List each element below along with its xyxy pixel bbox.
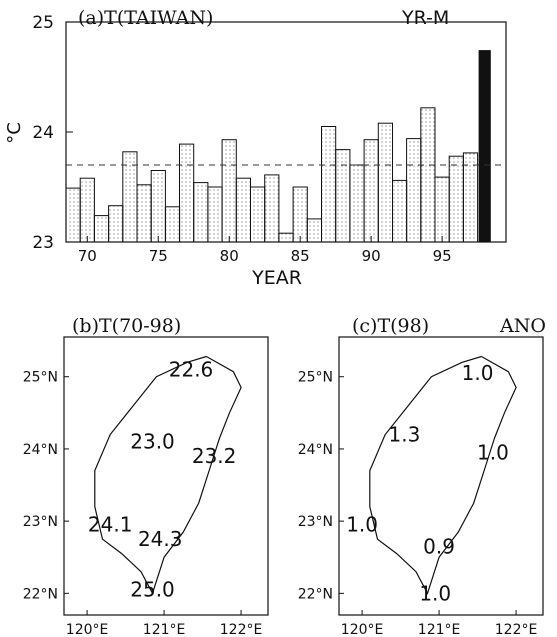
bar (108, 205, 124, 243)
bar (420, 107, 436, 243)
lat-tick-label: 24°N (23, 442, 58, 458)
bar (150, 170, 166, 243)
taiwan-coastline (94, 355, 242, 595)
lat-tick-label: 24°N (298, 442, 333, 458)
highlight-bar (478, 50, 491, 243)
lat-tick-label: 23°N (23, 514, 58, 530)
value-label: 1.0 (419, 581, 451, 605)
panel-c-map: 120°E 121°E 122°E25°N24°N23°N22°N 1.01.31.… (298, 315, 546, 637)
panel-b-title: (b)T(70-98) (72, 315, 181, 337)
bar (136, 184, 152, 243)
panel-a-xlabel: YEAR (251, 267, 302, 289)
bar (65, 187, 81, 243)
panel-b-frame (63, 336, 269, 616)
x-tick-label: 80 (220, 247, 239, 265)
x-tick-label: 75 (149, 247, 168, 265)
bar (235, 177, 252, 243)
bar (434, 176, 450, 243)
value-label: 23.0 (130, 430, 175, 454)
bar (207, 186, 223, 243)
bar (264, 174, 280, 243)
bar (448, 155, 464, 243)
bar (250, 186, 266, 243)
panel-a-x-ticks: 70 75 80 85 90 95 (78, 236, 452, 265)
lon-tick-label: 122°E (495, 622, 538, 637)
panel-b-value-labels: 22.6 23.0 23.2 24.124.3 25.0 (88, 357, 236, 601)
lat-tick-label: 25°N (23, 370, 58, 386)
lon-tick-label: 121°E (418, 622, 461, 637)
panel-c-annotation: ANO (499, 315, 546, 337)
bar (292, 186, 308, 243)
y-tick-label: 23 (32, 233, 54, 253)
bar (321, 126, 337, 243)
panel-c-frame (338, 336, 544, 616)
lat-tick-label: 23°N (298, 514, 333, 530)
panel-a-title: (a)T(TAIWAN) (78, 7, 213, 29)
bar (462, 152, 479, 243)
y-tick-label: 24 (32, 123, 54, 143)
bar (377, 122, 393, 243)
value-label: 25.0 (130, 578, 175, 602)
bar (335, 149, 351, 243)
bar (164, 206, 181, 243)
panel-c-title: (c)T(98) (352, 315, 429, 337)
bar (363, 139, 379, 243)
value-label: 24.1 (88, 513, 133, 537)
bar (349, 164, 365, 243)
panel-c-ticks: 120°E 121°E 122°E 25°N 24°N 23°N 22°N (298, 370, 538, 637)
bar (193, 182, 209, 243)
x-tick-label: 95 (433, 247, 452, 265)
panel-a-bar-chart: 70 75 80 85 90 95 23 24 25 (a)T(TAIWAN) YR-M YE… (4, 7, 507, 289)
bar (79, 177, 95, 243)
value-label: 1.0 (462, 361, 494, 385)
value-label: 23.2 (192, 444, 237, 468)
value-label: 1.3 (389, 422, 421, 446)
bar (306, 218, 322, 243)
value-label: 1.0 (346, 513, 378, 537)
lat-tick-label: 25°N (298, 370, 333, 386)
panel-c-value-labels: 1.0 1.3 1.0 1.0 0.9 1.0 (346, 361, 509, 605)
bar (221, 139, 237, 243)
panel-a-bars (65, 50, 491, 243)
bar (278, 232, 294, 243)
y-tick-label: 25 (32, 13, 54, 33)
bar (93, 215, 110, 243)
lat-tick-label: 22°N (298, 586, 333, 602)
lon-tick-label: 121°E (143, 622, 186, 637)
bar (392, 179, 408, 243)
panel-b-map: 120°E 121°E 122°E 25°N 24°N 23°N 22°N 22.6 23.0… (23, 315, 269, 637)
value-label: 22.6 (169, 357, 214, 381)
panel-a-ylabel: °C (4, 122, 25, 144)
x-tick-label: 70 (78, 247, 97, 265)
x-tick-label: 85 (291, 247, 310, 265)
lon-tick-label: 120°E (66, 622, 109, 637)
value-label: 24.3 (138, 527, 183, 551)
bar (179, 143, 195, 243)
panel-b-ticks: 120°E 121°E 122°E 25°N 24°N 23°N 22°N (23, 370, 263, 637)
panel-a-y-ticks: 23 24 25 (32, 13, 73, 253)
lat-tick-label: 22°N (23, 586, 58, 602)
panel-a-annotation: YR-M (401, 7, 449, 29)
x-tick-label: 90 (362, 247, 381, 265)
lon-tick-label: 120°E (341, 622, 384, 637)
bar (406, 138, 422, 243)
value-label: 1.0 (477, 441, 509, 465)
value-label: 0.9 (423, 534, 455, 558)
lon-tick-label: 122°E (220, 622, 263, 637)
taiwan-coastline (369, 355, 517, 595)
